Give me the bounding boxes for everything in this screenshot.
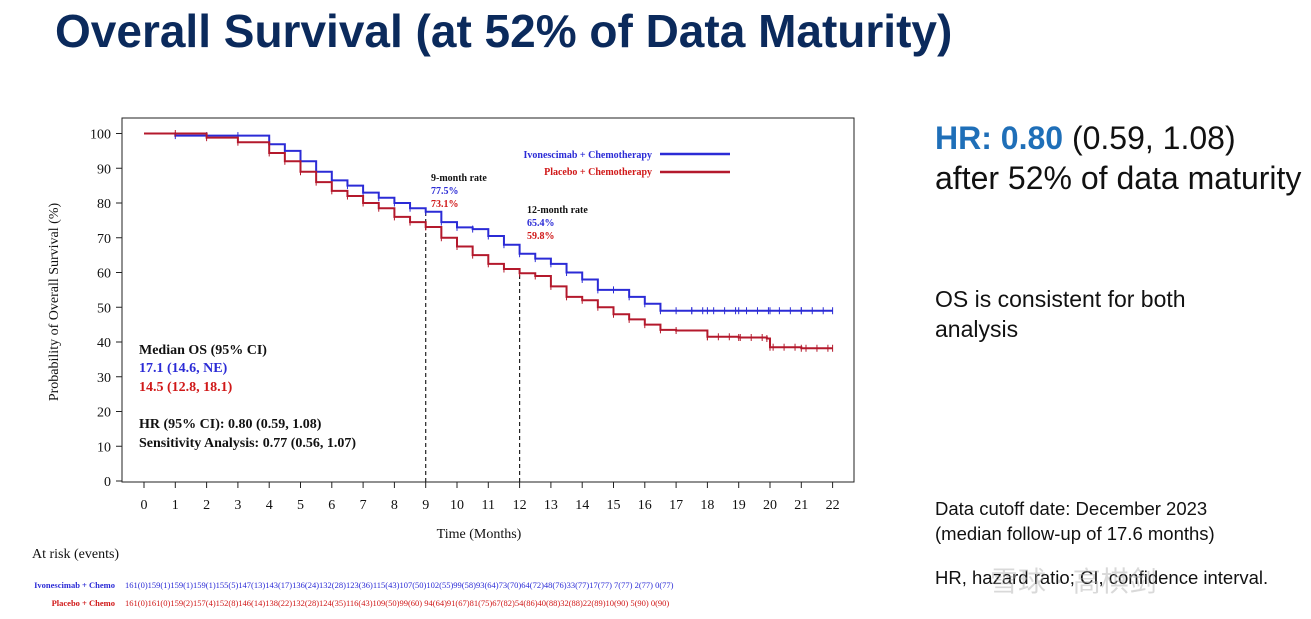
at-risk-title: At risk (events) — [32, 547, 120, 562]
annotation-9-month-ivonescimab: 77.5% — [431, 186, 459, 197]
hr-ci: (0.59, 1.08) — [1071, 120, 1236, 156]
slide-title: Overall Survival (at 52% of Data Maturit… — [55, 5, 953, 57]
y-tick-label: 60 — [97, 267, 111, 282]
y-tick-label: 50 — [97, 301, 111, 316]
x-tick-label: 11 — [482, 498, 495, 513]
hr-value: 0.80 — [1000, 120, 1064, 156]
median-os-placebo: 14.5 (12.8, 18.1) — [139, 380, 233, 395]
cutoff-line-2: (median follow-up of 17.6 months) — [935, 523, 1215, 544]
annotation-9-month-placebo: 73.1% — [431, 199, 459, 210]
watermark: 雪球 · 高棋剑 — [990, 565, 1157, 598]
legend-label-placebo: Placebo + Chemotherapy — [544, 167, 652, 178]
cutoff-line-1: Data cutoff date: December 2023 — [935, 498, 1208, 519]
x-tick-label: 19 — [732, 498, 746, 513]
x-tick-label: 13 — [544, 498, 558, 513]
at-risk-row-placebo: Placebo + Chemo 161(0)161(0)159(2)157(4)1… — [27, 598, 670, 608]
series-layer — [144, 130, 834, 352]
y-tick-label: 10 — [97, 440, 111, 455]
median-os-title: Median OS (95% CI) — [139, 343, 267, 358]
x-tick-label: 7 — [360, 498, 367, 513]
km-curve-ivonescimab — [144, 132, 833, 312]
x-tick-label: 5 — [297, 498, 304, 513]
legend-label-ivonescimab: Ivonescimab + Chemotherapy — [524, 150, 652, 161]
maturity-text: after 52% of data maturity — [935, 160, 1302, 196]
data-cutoff-note: Data cutoff date: December 2023 (median … — [935, 496, 1305, 546]
y-tick-label: 100 — [90, 128, 111, 143]
y-tick-label: 90 — [97, 162, 111, 177]
sensitivity-analysis-text: Sensitivity Analysis: 0.77 (0.56, 1.07) — [139, 436, 356, 451]
x-tick-label: 1 — [172, 498, 179, 513]
x-tick-label: 12 — [513, 498, 527, 513]
x-tick-label: 4 — [266, 498, 273, 513]
x-tick-label: 6 — [328, 498, 335, 513]
x-axis-label: Time (Months) — [437, 527, 522, 542]
y-tick-label: 40 — [97, 336, 111, 351]
annotation-12-month-title: 12-month rate — [527, 205, 588, 216]
annotation-12-month-ivonescimab: 65.4% — [527, 218, 555, 229]
y-axis-ticks: 0 10 20 30 40 50 60 70 80 90 100 — [90, 128, 122, 490]
annotation-12-month-placebo: 59.8% — [527, 231, 555, 242]
median-os-ivonescimab: 17.1 (14.6, NE) — [139, 361, 228, 376]
x-tick-label: 21 — [794, 498, 808, 513]
reference-lines — [425, 209, 521, 482]
x-axis-ticks: 0 1 2 3 4 5 6 7 8 9 10 11 12 13 14 15 16 17 18 19 20 21 22 — [141, 482, 840, 513]
x-tick-label: 10 — [450, 498, 464, 513]
legend: Ivonescimab + Chemotherapy Placebo + Che… — [524, 150, 730, 178]
km-curve-placebo — [144, 132, 833, 350]
x-tick-label: 3 — [234, 498, 241, 513]
x-tick-label: 22 — [826, 498, 840, 513]
y-axis-label: Probability of Overall Survival (%) — [47, 203, 62, 402]
at-risk-arm-placebo: Placebo + Chemo — [51, 598, 115, 608]
x-tick-label: 18 — [700, 498, 714, 513]
annotation-12-month: 12-month rate 65.4% 59.8% — [527, 205, 588, 242]
x-tick-label: 20 — [763, 498, 777, 513]
y-tick-label: 70 — [97, 232, 111, 247]
x-tick-label: 0 — [141, 498, 148, 513]
hr-label: HR: — [935, 120, 992, 156]
at-risk-row-ivonescimab: Ivonescimab + Chemo 161(0)159(1)159(1)159… — [27, 580, 674, 590]
x-tick-label: 16 — [638, 498, 652, 513]
annotation-9-month: 9-month rate 77.5% 73.1% — [431, 173, 487, 210]
hr-summary-panel: HR: 0.80 (0.59, 1.08) after 52% of data … — [935, 118, 1305, 198]
y-tick-label: 30 — [97, 371, 111, 386]
at-risk-arm-ivonescimab: Ivonescimab + Chemo — [34, 580, 115, 590]
at-risk-values-ivonescimab: 161(0)159(1)159(1)159(1)155(5)147(13)143… — [125, 580, 674, 590]
x-tick-label: 17 — [669, 498, 683, 513]
x-tick-label: 2 — [203, 498, 210, 513]
hazard-ratio-text: HR (95% CI): 0.80 (0.59, 1.08) — [139, 417, 322, 432]
abbreviations-footnote: HR, hazard ratio; CI, confidence interva… — [935, 567, 1269, 588]
annotation-9-month-title: 9-month rate — [431, 173, 487, 184]
median-inset: Median OS (95% CI) 17.1 (14.6, NE) 14.5 … — [139, 343, 356, 451]
x-tick-label: 14 — [575, 498, 589, 513]
y-tick-label: 20 — [97, 406, 111, 421]
consistency-note: OS is consistent for both analysis — [935, 286, 1186, 342]
x-tick-label: 15 — [607, 498, 621, 513]
y-tick-label: 0 — [104, 475, 111, 490]
hr-line: HR: 0.80 (0.59, 1.08) — [935, 118, 1305, 158]
at-risk-values-placebo: 161(0)161(0)159(2)157(4)152(8)146(14)138… — [125, 598, 670, 608]
y-tick-label: 80 — [97, 197, 111, 212]
x-tick-label: 8 — [391, 498, 398, 513]
x-tick-label: 9 — [422, 498, 429, 513]
